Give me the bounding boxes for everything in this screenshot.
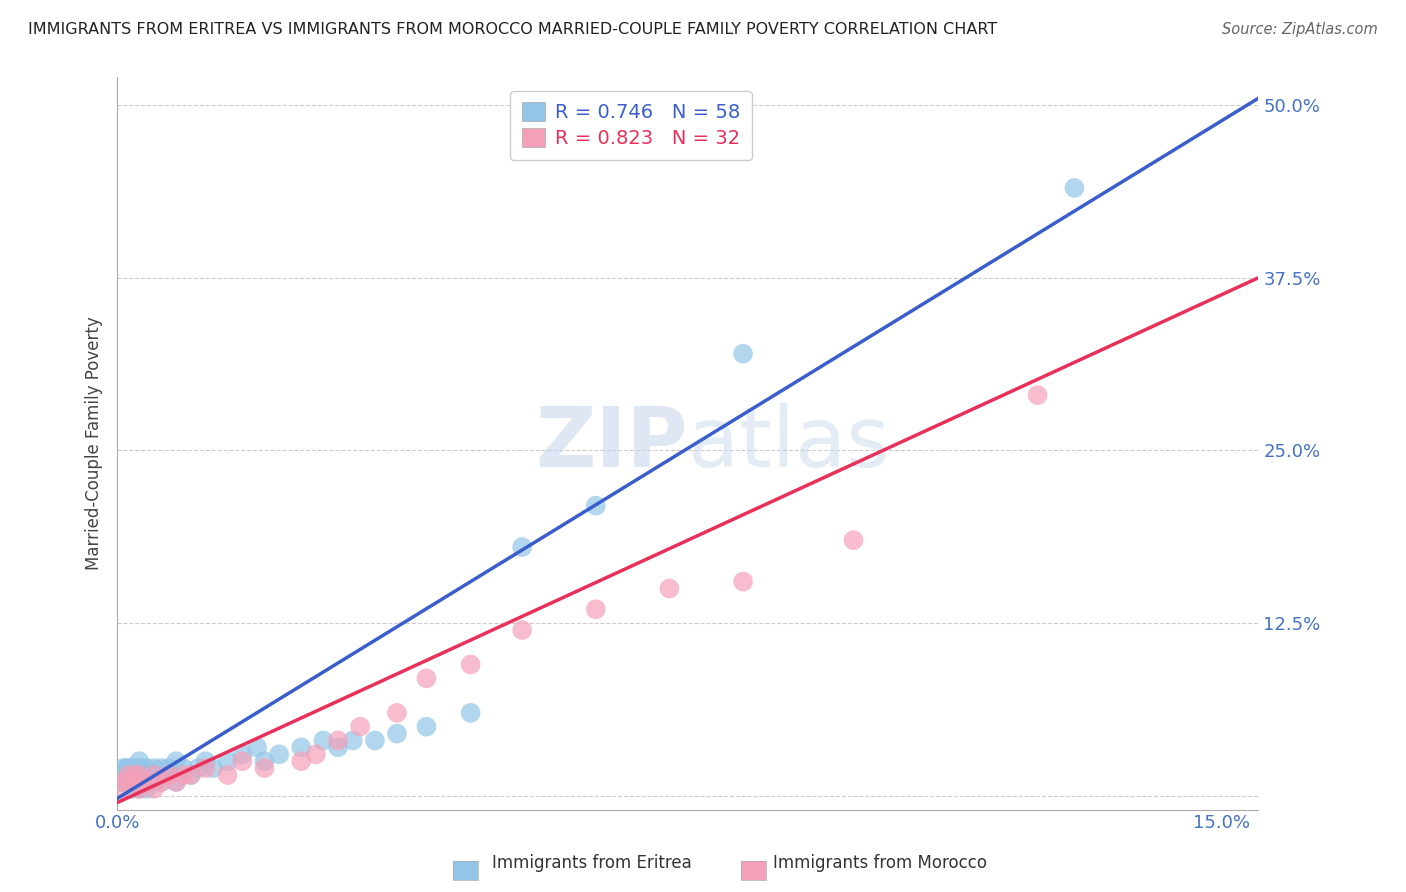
Point [135, 775, 157, 789]
Point [157, 761, 180, 775]
Point [150, 775, 173, 789]
Point [114, 775, 136, 789]
Point [157, 768, 180, 782]
Point [128, 775, 150, 789]
Y-axis label: Married-Couple Family Poverty: Married-Couple Family Poverty [86, 317, 103, 570]
Point [111, 775, 134, 789]
Point [460, 657, 482, 672]
Point [117, 768, 139, 782]
Point [217, 768, 239, 782]
Point [172, 768, 194, 782]
Point [460, 706, 482, 720]
Point [135, 775, 157, 789]
Point [124, 761, 146, 775]
Point [187, 761, 209, 775]
Point [415, 720, 437, 734]
Text: Immigrants from Eritrea: Immigrants from Eritrea [492, 855, 692, 872]
Point [128, 768, 150, 782]
Point [120, 761, 142, 775]
Point [157, 768, 180, 782]
Point [165, 754, 187, 768]
Point [114, 768, 136, 782]
Legend: R = 0.746   N = 58, R = 0.823   N = 32: R = 0.746 N = 58, R = 0.823 N = 32 [510, 91, 752, 160]
Point [128, 754, 150, 768]
Point [143, 768, 166, 782]
Point [143, 761, 166, 775]
Point [129, 761, 152, 775]
Point [150, 775, 173, 789]
Point [121, 775, 143, 789]
Point [231, 747, 253, 762]
Point [217, 754, 239, 768]
Point [128, 781, 150, 796]
Point [122, 768, 145, 782]
Point [231, 754, 253, 768]
Point [1063, 181, 1085, 195]
Text: IMMIGRANTS FROM ERITREA VS IMMIGRANTS FROM MOROCCO MARRIED-COUPLE FAMILY POVERTY: IMMIGRANTS FROM ERITREA VS IMMIGRANTS FR… [28, 22, 997, 37]
Point [135, 761, 157, 775]
Point [731, 574, 754, 589]
Point [585, 602, 607, 616]
Point [110, 768, 132, 782]
Point [585, 499, 607, 513]
Point [246, 740, 269, 755]
Point [194, 754, 217, 768]
Point [269, 747, 291, 762]
Text: ZIP: ZIP [536, 403, 688, 484]
Point [165, 775, 187, 789]
Point [305, 747, 328, 762]
Point [415, 671, 437, 685]
Point [165, 775, 187, 789]
Point [290, 754, 312, 768]
Point [510, 623, 533, 637]
Point [124, 768, 146, 782]
Point [731, 347, 754, 361]
Point [364, 733, 387, 747]
Point [312, 733, 335, 747]
Point [385, 726, 408, 740]
Point [112, 761, 135, 775]
Point [510, 540, 533, 554]
Point [290, 740, 312, 755]
Point [180, 768, 202, 782]
Point [326, 733, 349, 747]
Point [349, 720, 371, 734]
Point [150, 761, 173, 775]
Point [842, 533, 865, 548]
Point [172, 761, 194, 775]
Point [128, 768, 150, 782]
Point [658, 582, 681, 596]
Point [117, 768, 139, 782]
Point [117, 761, 139, 775]
Point [385, 706, 408, 720]
Point [121, 781, 143, 796]
Point [1026, 388, 1049, 402]
Point [108, 775, 131, 789]
Point [253, 754, 276, 768]
Point [143, 768, 166, 782]
Point [201, 761, 224, 775]
Point [114, 775, 136, 789]
Point [115, 775, 138, 789]
Point [110, 781, 132, 796]
Point [326, 740, 349, 755]
Point [115, 761, 138, 775]
Point [180, 768, 202, 782]
Point [128, 781, 150, 796]
Point [132, 775, 155, 789]
Point [194, 761, 217, 775]
Point [342, 733, 364, 747]
Text: Immigrants from Morocco: Immigrants from Morocco [773, 855, 987, 872]
Point [143, 775, 166, 789]
Text: Source: ZipAtlas.com: Source: ZipAtlas.com [1222, 22, 1378, 37]
Point [121, 761, 143, 775]
Text: atlas: atlas [688, 403, 890, 484]
Point [118, 775, 141, 789]
Point [124, 775, 146, 789]
Point [253, 761, 276, 775]
Point [121, 775, 143, 789]
Point [143, 781, 166, 796]
Point [135, 781, 157, 796]
